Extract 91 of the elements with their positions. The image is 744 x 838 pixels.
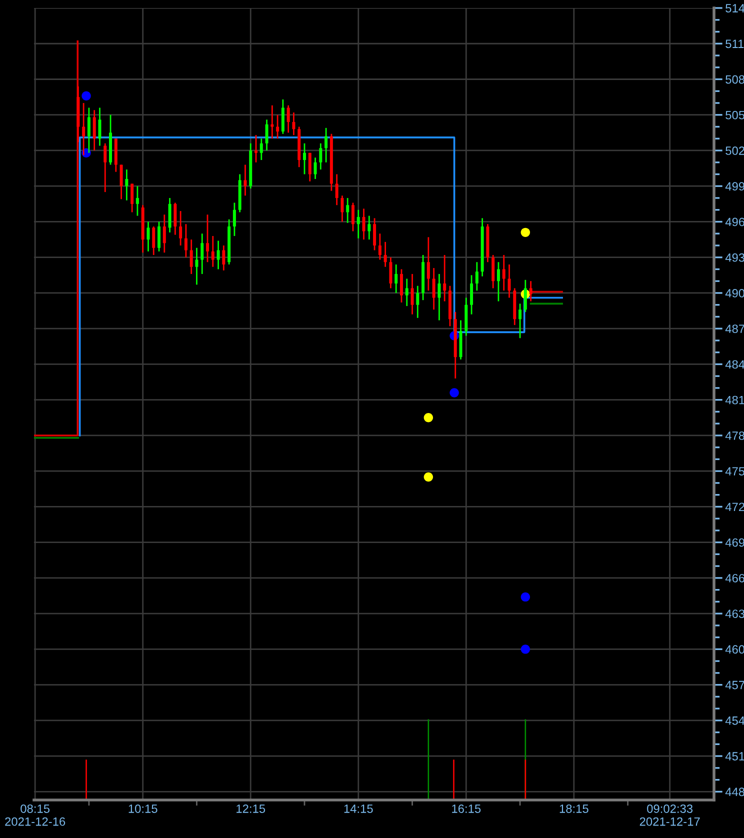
candlestick: [400, 268, 403, 304]
candlestick: [475, 261, 478, 292]
candlestick: [130, 183, 134, 213]
candlestick: [184, 223, 188, 258]
candlestick: [319, 142, 322, 170]
candlestick: [195, 247, 198, 286]
candlestick: [260, 138, 263, 161]
candlestick: [362, 208, 366, 240]
candlestick: [265, 118, 268, 152]
x-tick-label: 09:02:33 2021-12-17: [640, 804, 700, 826]
y-tick-label: 502: [726, 146, 744, 155]
candlestick: [200, 232, 204, 275]
candlestick: [394, 264, 398, 294]
candlestick: [82, 102, 86, 156]
candlestick: [286, 104, 290, 134]
x-tick-label: 08:15 2021-12-16: [5, 804, 66, 826]
candlestick: [384, 241, 387, 268]
candlestick: [104, 142, 107, 193]
candlestick: [443, 254, 446, 302]
candlestick: [508, 264, 511, 298]
candlestick: [152, 226, 156, 256]
candlestick: [389, 256, 392, 289]
point: [520, 644, 530, 654]
candlestick: [302, 142, 306, 175]
candlestick: [438, 273, 441, 321]
y-tick-label: 451: [725, 752, 744, 761]
candlestick: [351, 202, 354, 232]
candlestick: [324, 127, 328, 164]
candlestick: [146, 221, 150, 252]
candlestick: [206, 214, 209, 263]
candlestick: [92, 109, 96, 152]
candlestick: [335, 174, 338, 206]
candlestick: [232, 202, 236, 237]
candlestick: [492, 254, 495, 289]
candlestick: [158, 221, 161, 252]
candlestick: [254, 134, 258, 164]
candlestick: [518, 302, 522, 339]
candlestick: [216, 240, 220, 270]
candlestick: [211, 235, 214, 268]
candlestick: [426, 236, 430, 292]
candlestick: [87, 107, 90, 154]
point: [82, 91, 91, 100]
y-tick-label: 481: [725, 396, 744, 404]
y-tick-label: 499: [725, 182, 744, 191]
candlestick: [432, 267, 436, 310]
candlestick: [190, 238, 193, 275]
point: [520, 228, 530, 238]
candlestick: [179, 210, 182, 246]
candlestick: [168, 197, 172, 234]
candlestick: [373, 217, 376, 251]
candlestick: [502, 254, 506, 292]
candlestick: [222, 244, 226, 272]
point: [450, 388, 459, 398]
y-tick-label: 472: [725, 502, 744, 512]
candlestick: [174, 202, 177, 236]
candlestick: [136, 185, 139, 216]
y-tick-label: 487: [725, 324, 744, 334]
candlestick: [340, 194, 344, 222]
candlestick: [524, 279, 527, 313]
y-tick-label: 469: [725, 538, 744, 547]
candlestick: [308, 152, 312, 182]
candlestick: [281, 98, 284, 135]
point: [424, 472, 434, 482]
candlestick: [470, 274, 474, 316]
candlestick: [410, 273, 414, 316]
candlestick: [292, 112, 296, 136]
candlestick: [98, 107, 102, 146]
candlestick: [125, 168, 128, 202]
point: [424, 413, 434, 422]
candlestick: [314, 156, 317, 180]
y-tick-label: 511: [726, 40, 744, 48]
candlestick: [496, 261, 500, 302]
x-tick-label: 18:15: [560, 804, 588, 813]
x-tick-label: 12:15: [236, 804, 266, 813]
candlestick: [244, 164, 247, 196]
x-tick-label: 10:15: [128, 804, 158, 813]
candlestick: [416, 285, 420, 319]
point: [520, 592, 530, 602]
candlestick: [378, 232, 382, 260]
y-tick-label: 457: [725, 680, 744, 690]
line-series: [78, 136, 563, 436]
candlestick: [276, 114, 280, 140]
candlestick: [162, 214, 166, 254]
candlestick: [120, 164, 123, 200]
candlestick: [356, 209, 360, 240]
x-tick-label: 16:15: [452, 804, 481, 813]
x-tick-label: 14:15: [344, 804, 373, 813]
candlestick: [368, 215, 371, 240]
candlestick: [529, 280, 532, 302]
candlestick: [346, 197, 350, 224]
candlestick: [405, 278, 408, 307]
